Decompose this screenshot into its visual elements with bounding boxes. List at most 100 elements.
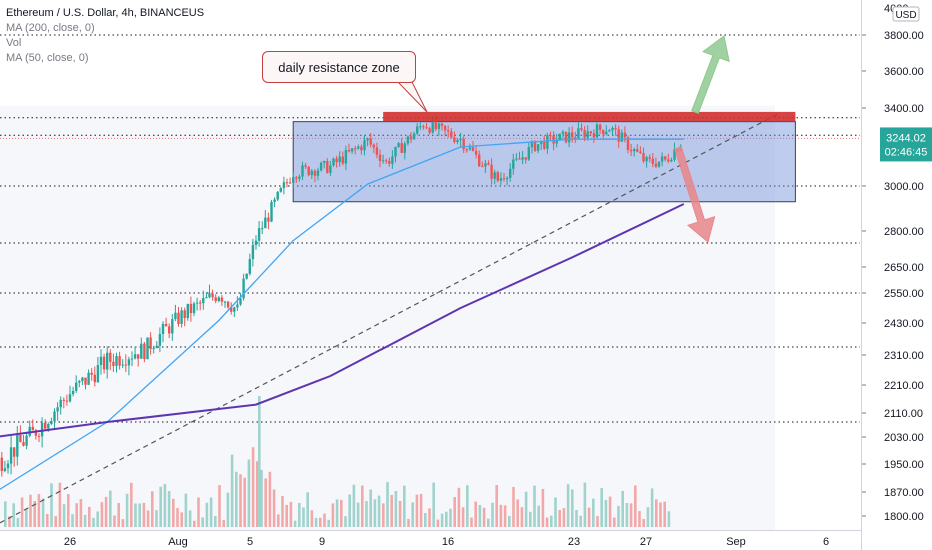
volume-bar [369, 489, 372, 527]
indicator-ma50[interactable]: MA (50, close, 0) [6, 52, 89, 64]
candle-body [530, 141, 534, 148]
candle-body [605, 131, 608, 135]
callout-text: daily resistance zone [278, 59, 400, 75]
candle-body [195, 302, 199, 304]
volume-bar [503, 505, 507, 527]
candle-body [636, 149, 639, 152]
candle-body [555, 140, 558, 144]
volume-bar [629, 503, 633, 527]
price-axis-panel[interactable] [862, 0, 932, 550]
volume-bar [428, 508, 431, 527]
candle-body [270, 202, 273, 222]
volume-bar [8, 516, 11, 527]
candle-body [19, 434, 22, 443]
candle-body [354, 148, 357, 150]
y-tick-label: 3600.00 [884, 66, 924, 78]
candle-body [499, 178, 503, 181]
candle-body [505, 177, 509, 180]
volume-bar [403, 485, 406, 527]
x-tick-label: 23 [568, 536, 580, 548]
volume-bar [617, 505, 620, 527]
volume-bar [642, 518, 645, 527]
candle-body [13, 447, 16, 457]
candle-body [115, 356, 118, 366]
volume-bar [524, 491, 528, 527]
candle-body [6, 463, 10, 469]
candle-body [540, 140, 543, 145]
volume-bar [482, 507, 486, 527]
volume-bar [419, 493, 423, 527]
volume-bar [67, 494, 70, 527]
candle-body [226, 301, 230, 308]
volume-bar [163, 483, 167, 527]
volume-bar [298, 502, 301, 527]
candle-body [481, 166, 484, 168]
candle-body [629, 149, 633, 152]
volume-bar [436, 519, 440, 527]
candle-body [28, 426, 31, 436]
candle-body [276, 191, 279, 200]
volume-bar [478, 504, 482, 527]
ma200-line[interactable] [0, 203, 685, 438]
y-tick-label: 3000.00 [884, 181, 924, 193]
volume-bar [289, 501, 293, 527]
candle-body [304, 165, 307, 167]
indicator-ma200[interactable]: MA (200, close, 0) [6, 22, 95, 34]
volume-bar [46, 513, 49, 527]
candle-body [521, 157, 524, 160]
candle-body [484, 163, 487, 167]
candle-body [171, 319, 174, 334]
volume-bar [558, 509, 561, 527]
volume-bar [407, 518, 410, 527]
volume-bar [197, 497, 200, 527]
volume-bar [4, 501, 7, 527]
candle-body [75, 382, 78, 391]
candle-body [279, 188, 282, 192]
bearish-arrow[interactable] [674, 146, 716, 243]
volume-bar [377, 495, 381, 527]
candle-body [168, 326, 171, 334]
volume-bar [445, 511, 448, 527]
volume-bar [327, 519, 330, 527]
resistance-zone[interactable] [383, 111, 796, 122]
trend-line[interactable] [0, 113, 779, 524]
candle-body [0, 457, 3, 471]
indicator-vol[interactable]: Vol [6, 37, 22, 49]
range-box[interactable] [292, 121, 796, 203]
candle-body [347, 150, 351, 152]
candle-body [189, 303, 193, 314]
ma50-line[interactable] [0, 138, 684, 492]
currency-box[interactable] [892, 6, 920, 22]
candle-body [419, 126, 422, 128]
candle-body [264, 217, 267, 229]
volume-bar [533, 485, 536, 527]
candle-body [56, 407, 59, 412]
candle-body [149, 337, 152, 349]
resistance-callout[interactable]: daily resistance zone [262, 51, 416, 83]
volume-bar [218, 485, 221, 527]
candle-body [577, 128, 580, 138]
candle-body [620, 132, 623, 142]
bullish-arrow[interactable] [691, 35, 730, 114]
candle-body [130, 358, 134, 360]
current-price-value: 3244.02 [886, 132, 926, 144]
candle-body [509, 168, 512, 178]
candle-body [651, 158, 654, 164]
candle-body [96, 365, 100, 383]
y-tick-label: 2550.00 [884, 288, 924, 300]
candle-body [369, 138, 372, 145]
volume-bar [550, 515, 553, 527]
volume-bar [151, 491, 154, 527]
candle-body [623, 132, 627, 138]
volume-bar [41, 498, 45, 527]
volume-bar [529, 511, 532, 527]
volume-bar [634, 485, 637, 527]
volume-bar [251, 447, 255, 527]
candle-body [121, 364, 124, 366]
volume-bar [340, 499, 343, 527]
candle-body [654, 163, 658, 167]
candle-body [664, 156, 667, 160]
candle-body [642, 153, 645, 162]
